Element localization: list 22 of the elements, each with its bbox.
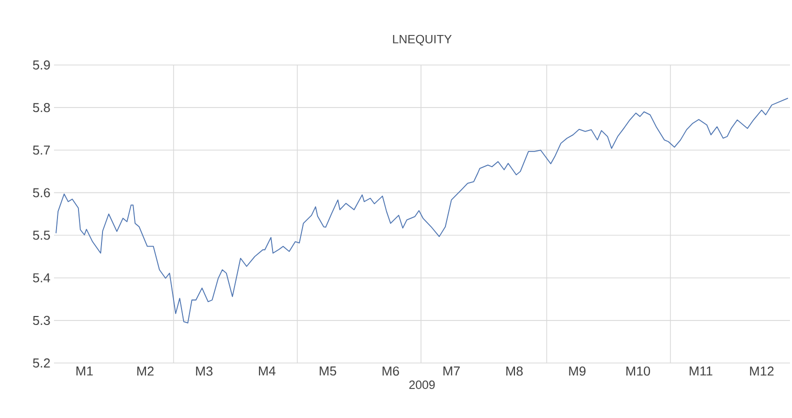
y-tick-label: 5.3 [32, 316, 50, 326]
y-tick-label: 5.9 [32, 60, 50, 70]
x-axis-title: 2009 [409, 380, 435, 389]
x-tick-label: M5 [320, 366, 336, 376]
x-tick-label: M12 [750, 366, 774, 376]
y-tick-label: 5.4 [32, 273, 50, 282]
x-tick-label: M2 [137, 366, 154, 376]
y-tick-label: 5.2 [32, 358, 50, 368]
x-tick-label: M11 [690, 366, 712, 376]
x-tick-label: M3 [196, 366, 212, 376]
y-tick-label: 5.5 [32, 230, 50, 240]
y-tick-label: 5.7 [32, 146, 50, 155]
x-tick-label: M7 [443, 366, 460, 376]
y-tick-label: 5.6 [32, 188, 50, 198]
x-tick-label: M9 [569, 366, 586, 376]
chart-title: LNEQUITY [393, 34, 452, 46]
x-tick-label: M1 [76, 366, 93, 376]
y-tick-label: 5.8 [32, 102, 50, 112]
x-tick-label: M10 [626, 366, 650, 376]
x-tick-label: M6 [382, 366, 400, 376]
x-tick-label: M8 [506, 366, 523, 376]
x-tick-label: M4 [258, 366, 276, 376]
